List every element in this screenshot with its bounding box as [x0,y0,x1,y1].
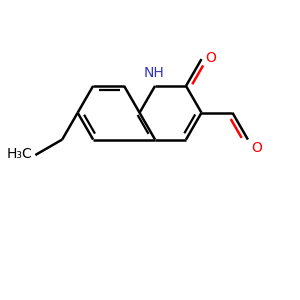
Text: O: O [251,141,262,155]
Text: NH: NH [143,66,164,80]
Text: H₃C: H₃C [6,148,32,161]
Text: O: O [205,51,216,65]
